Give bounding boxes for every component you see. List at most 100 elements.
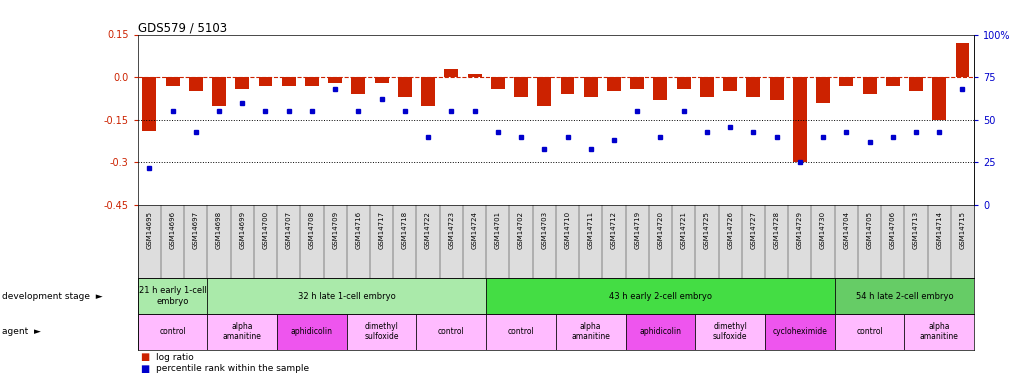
Text: GSM14721: GSM14721 [680, 211, 686, 249]
Text: GSM14700: GSM14700 [262, 211, 268, 249]
Text: ■: ■ [140, 364, 149, 374]
Bar [421, 77, 435, 106]
Text: GSM14727: GSM14727 [750, 211, 756, 249]
Bar [235, 77, 249, 88]
Bar [834, 314, 904, 350]
Bar [625, 314, 695, 350]
Bar [514, 77, 528, 97]
Bar [560, 77, 574, 94]
Text: percentile rank within the sample: percentile rank within the sample [156, 364, 309, 373]
Text: GSM14712: GSM14712 [610, 211, 616, 249]
Text: control: control [507, 327, 534, 336]
Text: GSM14725: GSM14725 [703, 211, 709, 249]
Bar [486, 314, 555, 350]
Text: GSM14704: GSM14704 [843, 211, 849, 249]
Bar [207, 278, 486, 314]
Bar [955, 43, 968, 77]
Bar [207, 314, 277, 350]
Bar [138, 314, 207, 350]
Bar [769, 77, 783, 100]
Bar [908, 77, 922, 92]
Text: log ratio: log ratio [156, 352, 194, 362]
Bar [212, 77, 226, 106]
Text: control: control [159, 327, 185, 336]
Bar [555, 314, 625, 350]
Text: GSM14728: GSM14728 [772, 211, 779, 249]
Text: GSM14726: GSM14726 [727, 211, 733, 249]
Text: GSM14702: GSM14702 [518, 211, 524, 249]
Text: development stage  ►: development stage ► [2, 292, 103, 301]
Bar [676, 77, 690, 88]
Text: GSM14717: GSM14717 [378, 211, 384, 249]
Bar [746, 77, 759, 97]
Text: GSM14697: GSM14697 [193, 211, 199, 249]
Text: GSM14723: GSM14723 [448, 211, 453, 249]
Text: 32 h late 1-cell embryo: 32 h late 1-cell embryo [298, 292, 395, 301]
Bar [258, 77, 272, 86]
Text: cycloheximide: cycloheximide [771, 327, 826, 336]
Text: GSM14719: GSM14719 [634, 211, 640, 249]
Bar [346, 314, 416, 350]
Bar [189, 77, 203, 92]
Text: GSM14718: GSM14718 [401, 211, 408, 249]
Bar [277, 314, 346, 350]
Bar [352, 77, 365, 94]
Text: GSM14706: GSM14706 [889, 211, 895, 249]
Text: GSM14696: GSM14696 [169, 211, 175, 249]
Bar [165, 77, 179, 86]
Bar [699, 77, 713, 97]
Text: GSM14722: GSM14722 [425, 211, 431, 249]
Text: GSM14701: GSM14701 [494, 211, 500, 249]
Text: 21 h early 1-cell
embryo: 21 h early 1-cell embryo [139, 286, 206, 306]
Text: GSM14698: GSM14698 [216, 211, 222, 249]
Bar [444, 69, 458, 77]
Bar [467, 74, 481, 77]
Bar [537, 77, 550, 106]
Text: GSM14713: GSM14713 [912, 211, 918, 249]
Text: GDS579 / 5103: GDS579 / 5103 [138, 21, 226, 34]
Text: aphidicolin: aphidicolin [290, 327, 332, 336]
Bar [305, 77, 319, 86]
Bar [397, 77, 412, 97]
Text: GSM14707: GSM14707 [285, 211, 291, 249]
Text: GSM14708: GSM14708 [309, 211, 315, 249]
Bar [792, 77, 806, 162]
Bar [862, 77, 875, 94]
Bar [630, 77, 644, 88]
Bar [815, 77, 829, 103]
Bar [490, 77, 504, 88]
Bar [653, 77, 666, 100]
Bar [722, 77, 737, 92]
Text: dimethyl
sulfoxide: dimethyl sulfoxide [712, 322, 747, 341]
Text: GSM14711: GSM14711 [587, 211, 593, 249]
Text: alpha
amanitine: alpha amanitine [222, 322, 262, 341]
Bar [606, 77, 621, 92]
Text: GSM14720: GSM14720 [657, 211, 662, 249]
Bar [931, 77, 946, 120]
Text: dimethyl
sulfoxide: dimethyl sulfoxide [364, 322, 398, 341]
Bar [416, 314, 486, 350]
Bar [834, 278, 973, 314]
Text: GSM14729: GSM14729 [796, 211, 802, 249]
Text: GSM14716: GSM14716 [355, 211, 361, 249]
Text: GSM14709: GSM14709 [332, 211, 338, 249]
Text: GSM14703: GSM14703 [541, 211, 547, 249]
Text: GSM14699: GSM14699 [239, 211, 245, 249]
Bar [583, 77, 597, 97]
Bar [143, 77, 156, 131]
Bar [695, 314, 764, 350]
Bar [486, 278, 834, 314]
Bar [884, 77, 899, 86]
Text: 54 h late 2-cell embryo: 54 h late 2-cell embryo [855, 292, 953, 301]
Text: aphidicolin: aphidicolin [639, 327, 681, 336]
Text: GSM14710: GSM14710 [564, 211, 570, 249]
Text: GSM14695: GSM14695 [146, 211, 152, 249]
Text: GSM14705: GSM14705 [866, 211, 871, 249]
Bar [374, 77, 388, 83]
Text: alpha
amanitine: alpha amanitine [919, 322, 958, 341]
Text: GSM14714: GSM14714 [935, 211, 942, 249]
Text: GSM14715: GSM14715 [959, 211, 965, 249]
Text: ■: ■ [140, 352, 149, 362]
Text: alpha
amanitine: alpha amanitine [571, 322, 609, 341]
Text: agent  ►: agent ► [2, 327, 41, 336]
